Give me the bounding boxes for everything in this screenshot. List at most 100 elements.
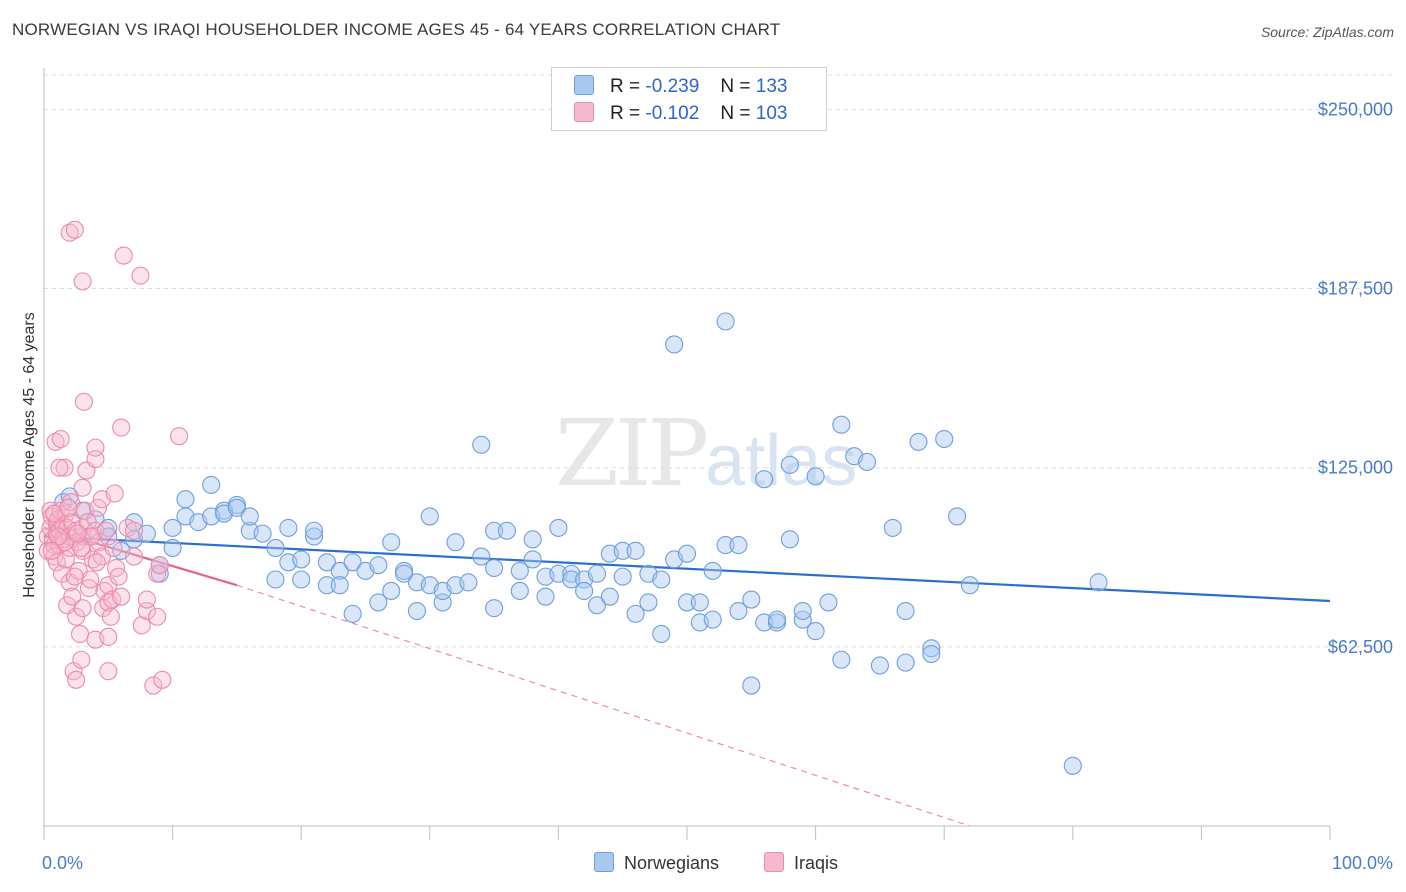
norwegian-point xyxy=(626,604,645,623)
norwegian-point xyxy=(755,470,774,489)
iraqi-point xyxy=(112,587,131,606)
norwegian-point xyxy=(1063,756,1082,775)
norwegian-point xyxy=(60,487,79,506)
iraqi-point xyxy=(59,498,78,517)
norwegian-point xyxy=(1089,573,1108,592)
norwegian-point xyxy=(485,521,504,540)
iraqi-point xyxy=(148,607,167,626)
norwegian-point xyxy=(832,415,851,434)
iraqi-point xyxy=(73,599,92,618)
y-tick-label: $250,000 xyxy=(1318,99,1393,119)
legend-swatch-blue xyxy=(574,75,594,95)
norwegian-point xyxy=(600,587,619,606)
norwegian-point xyxy=(935,429,954,449)
norwegian-point xyxy=(305,521,324,540)
norwegian-point xyxy=(266,538,285,558)
norwegian-point xyxy=(716,312,735,331)
iraqi-point xyxy=(104,538,123,558)
norwegian-point xyxy=(163,518,182,537)
iraqi-point xyxy=(169,427,189,446)
iraqi-point xyxy=(99,627,118,646)
iraqi-point xyxy=(144,676,163,695)
iraqi-point xyxy=(81,570,100,589)
norwegian-point xyxy=(857,452,877,472)
norwegian-point xyxy=(780,455,799,474)
iraqi-point xyxy=(137,590,156,609)
bottom-legend-norwegians: Norwegians xyxy=(594,852,719,874)
norwegian-point xyxy=(485,599,504,618)
norwegian-point xyxy=(317,553,336,572)
norwegian-point xyxy=(549,518,568,537)
iraqi-point xyxy=(88,498,108,517)
x-tick-label-max: 100.0% xyxy=(1332,853,1393,873)
norwegian-point xyxy=(202,475,221,494)
norwegian-point xyxy=(909,432,928,451)
legend-n-value: 103 xyxy=(755,103,788,124)
norwegian-trend-line xyxy=(43,535,1331,603)
grid-lines xyxy=(44,74,1395,648)
norwegian-point xyxy=(806,622,825,641)
norwegian-point xyxy=(536,587,555,606)
iraqi-point xyxy=(105,484,124,503)
y-tick-label: $187,500 xyxy=(1318,279,1393,299)
legend-r-label: R = xyxy=(610,76,641,97)
legend-r-value: -0.239 xyxy=(645,76,700,97)
y-tick-label: $125,000 xyxy=(1318,458,1393,478)
data-points xyxy=(38,220,1108,775)
norwegian-point xyxy=(948,507,967,526)
norwegian-point xyxy=(690,593,709,612)
norwegian-point xyxy=(330,561,349,580)
axes xyxy=(43,68,1331,840)
norwegian-point xyxy=(472,547,491,566)
norwegian-point xyxy=(922,644,941,664)
norwegian-point xyxy=(305,527,324,546)
iraqi-point xyxy=(86,438,105,457)
norwegian-point xyxy=(870,656,889,675)
norwegian-point xyxy=(883,518,902,537)
iraqi-trend-line-extended xyxy=(236,584,971,827)
iraqi-point xyxy=(42,541,61,560)
norwegian-point xyxy=(382,533,401,552)
norwegian-point xyxy=(459,573,478,592)
iraqi-point xyxy=(65,220,84,239)
norwegian-point xyxy=(677,544,697,563)
norwegian-point xyxy=(832,650,851,669)
iraqi-point xyxy=(55,458,74,477)
norwegian-point xyxy=(896,601,915,621)
iraqi-point xyxy=(74,392,93,411)
legend-r-label: R = xyxy=(610,103,641,124)
iraqi-point xyxy=(109,567,128,586)
watermark: ZIPatlas xyxy=(555,400,857,507)
norwegian-point xyxy=(922,639,941,658)
iraqi-point xyxy=(112,418,131,437)
watermark-atlas: atlas xyxy=(705,421,858,501)
norwegian-point xyxy=(523,530,542,549)
norwegian-point xyxy=(330,576,349,595)
legend: R = -0.239 N = 133 R = -0.102 N = 103 xyxy=(551,67,827,131)
tick-labels: $62,500 $125,000 $187,500 $250,000 0.0% 100.0… xyxy=(42,99,1393,873)
iraqi-point xyxy=(131,266,150,285)
norwegian-point xyxy=(266,570,285,589)
norwegian-point xyxy=(369,593,388,612)
norwegian-point xyxy=(317,576,336,595)
iraqi-point xyxy=(63,587,82,606)
iraqi-point xyxy=(50,458,69,477)
legend-swatch-pink xyxy=(574,102,594,122)
y-tick-label: $62,500 xyxy=(1328,637,1393,657)
norwegian-point xyxy=(163,538,182,558)
norwegian-point xyxy=(960,576,979,595)
legend-n-label: N = xyxy=(720,103,751,124)
norwegian-point xyxy=(497,521,517,540)
iraqi-point xyxy=(72,538,91,558)
norwegian-point xyxy=(395,564,414,583)
legend-row-norwegians: R = -0.239 N = 133 xyxy=(574,75,787,99)
norwegian-point xyxy=(613,567,632,586)
norwegian-point xyxy=(639,593,658,612)
iraqi-point xyxy=(46,432,65,451)
iraqi-point xyxy=(87,553,106,572)
iraqi-point xyxy=(99,662,118,681)
norwegian-point xyxy=(703,610,722,629)
norwegian-point xyxy=(343,604,362,623)
norwegian-point xyxy=(523,550,542,569)
